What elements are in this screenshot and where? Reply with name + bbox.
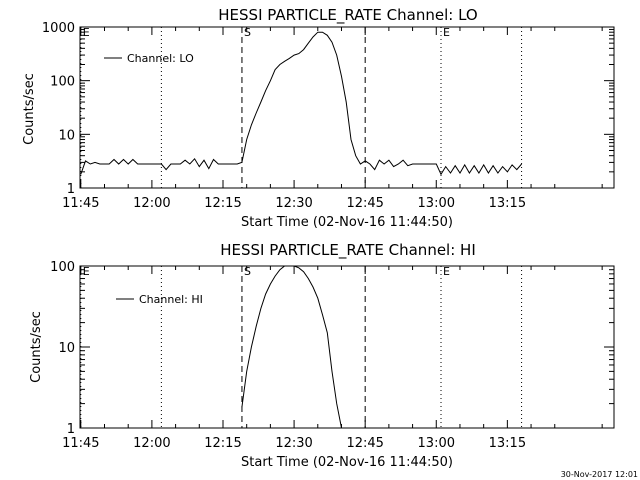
hi-x-tick-label: 13:15 (489, 436, 526, 451)
hi-channel-panel: HESSI PARTICLE_RATE Channel: HI Channel:… (29, 241, 615, 470)
hi-legend: Channel: HI (116, 293, 203, 306)
hi-legend-label: Channel: HI (139, 293, 203, 306)
hi-marker-label: E (443, 265, 450, 278)
hi-marker-label: S (244, 265, 251, 278)
lo-x-tick-label: 12:30 (275, 196, 312, 211)
hi-x-tick-label: 12:00 (133, 436, 170, 451)
hi-x-axis-label: Start Time (02-Nov-16 11:44:50) (241, 455, 453, 470)
hi-x-tick-label: 12:30 (275, 436, 312, 451)
lo-y-tick-label: 1000 (42, 21, 75, 36)
lo-y-tick-label: 100 (50, 75, 75, 90)
lo-marker-label: E (443, 26, 450, 39)
hi-plot-frame (79, 265, 615, 429)
footer-timestamp: 30-Nov-2017 12:01 (561, 470, 638, 479)
hi-marker-label: E (83, 265, 90, 278)
lo-x-tick-label: 13:00 (418, 196, 455, 211)
lo-channel-panel: HESSI PARTICLE_RATE Channel: LO Channel:… (22, 6, 615, 230)
hi-x-tick-label: 12:45 (346, 436, 383, 451)
hi-y-axis-label: Counts/sec (29, 311, 44, 383)
hi-y-tick-label: 1 (67, 422, 75, 437)
lo-legend-label: Channel: LO (127, 52, 194, 65)
hi-y-tick-label: 100 (50, 260, 75, 275)
lo-x-tick-label: 12:45 (346, 196, 383, 211)
lo-series-line (80, 31, 522, 176)
lo-legend: Channel: LO (104, 52, 194, 65)
lo-plot-frame (79, 26, 615, 189)
lo-y-tick-label: 1 (67, 182, 75, 197)
hi-x-tick-label: 11:45 (62, 436, 99, 451)
lo-x-tick-label: 11:45 (62, 196, 99, 211)
lo-chart-title: HESSI PARTICLE_RATE Channel: LO (218, 6, 477, 25)
hi-x-tick-label: 13:00 (418, 436, 455, 451)
hi-x-tick-label: 12:15 (204, 436, 241, 451)
lo-marker-label: E (83, 26, 90, 39)
hi-chart-title: HESSI PARTICLE_RATE Channel: HI (220, 241, 476, 260)
hi-y-tick-label: 10 (58, 341, 75, 356)
lo-y-axis-label: Counts/sec (22, 73, 37, 145)
lo-x-axis-label: Start Time (02-Nov-16 11:44:50) (241, 215, 453, 230)
lo-x-tick-label: 12:15 (204, 196, 241, 211)
lo-x-tick-label: 12:00 (133, 196, 170, 211)
lo-x-tick-label: 13:15 (489, 196, 526, 211)
hi-series-line (241, 265, 342, 429)
lo-marker-label: S (244, 26, 251, 39)
lo-y-tick-label: 10 (58, 128, 75, 143)
